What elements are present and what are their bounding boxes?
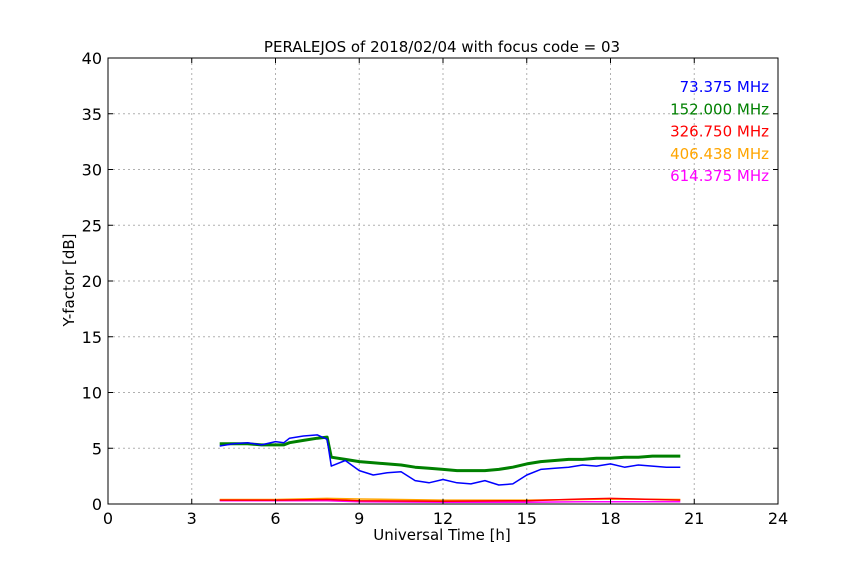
legend-entry-0: 73.375 MHz — [680, 78, 769, 96]
x-tick-label: 12 — [433, 509, 453, 528]
legend-entry-4: 614.375 MHz — [670, 167, 769, 185]
y-tick-label: 10 — [82, 384, 102, 403]
y-tick-label: 35 — [82, 105, 102, 124]
y-tick-label: 0 — [92, 495, 102, 514]
x-axis-label: Universal Time [h] — [373, 526, 511, 544]
x-tick-label: 0 — [103, 509, 113, 528]
x-tick-label: 9 — [354, 509, 364, 528]
x-tick-label: 24 — [768, 509, 788, 528]
legend: 73.375 MHz 152.000 MHz 326.750 MHz 406.438 … — [670, 78, 769, 185]
legend-entry-3: 406.438 MHz — [670, 145, 769, 163]
legend-entry-2: 326.750 MHz — [670, 123, 769, 141]
x-tick-label: 15 — [517, 509, 537, 528]
y-tick-label: 20 — [82, 272, 102, 291]
y-tick-label: 30 — [82, 161, 102, 180]
axis-ticks: 0 3 6 9 12 15 18 21 24 0 5 10 15 20 25 30 35 40 — [82, 49, 789, 528]
chart-title: PERALEJOS of 2018/02/04 with focus code … — [264, 38, 620, 56]
legend-entry-1: 152.000 MHz — [670, 100, 769, 118]
series-line-0 — [219, 434, 681, 486]
y-axis-label: Y-factor [dB] — [60, 233, 78, 327]
y-tick-label: 25 — [82, 216, 102, 235]
y-tick-label: 40 — [82, 49, 102, 68]
y-tick-label: 15 — [82, 328, 102, 347]
x-tick-label: 18 — [600, 509, 620, 528]
x-tick-label: 6 — [270, 509, 280, 528]
x-tick-label: 3 — [187, 509, 197, 528]
y-tick-label: 5 — [92, 439, 102, 458]
x-tick-label: 21 — [684, 509, 704, 528]
series-line-1 — [219, 435, 681, 473]
